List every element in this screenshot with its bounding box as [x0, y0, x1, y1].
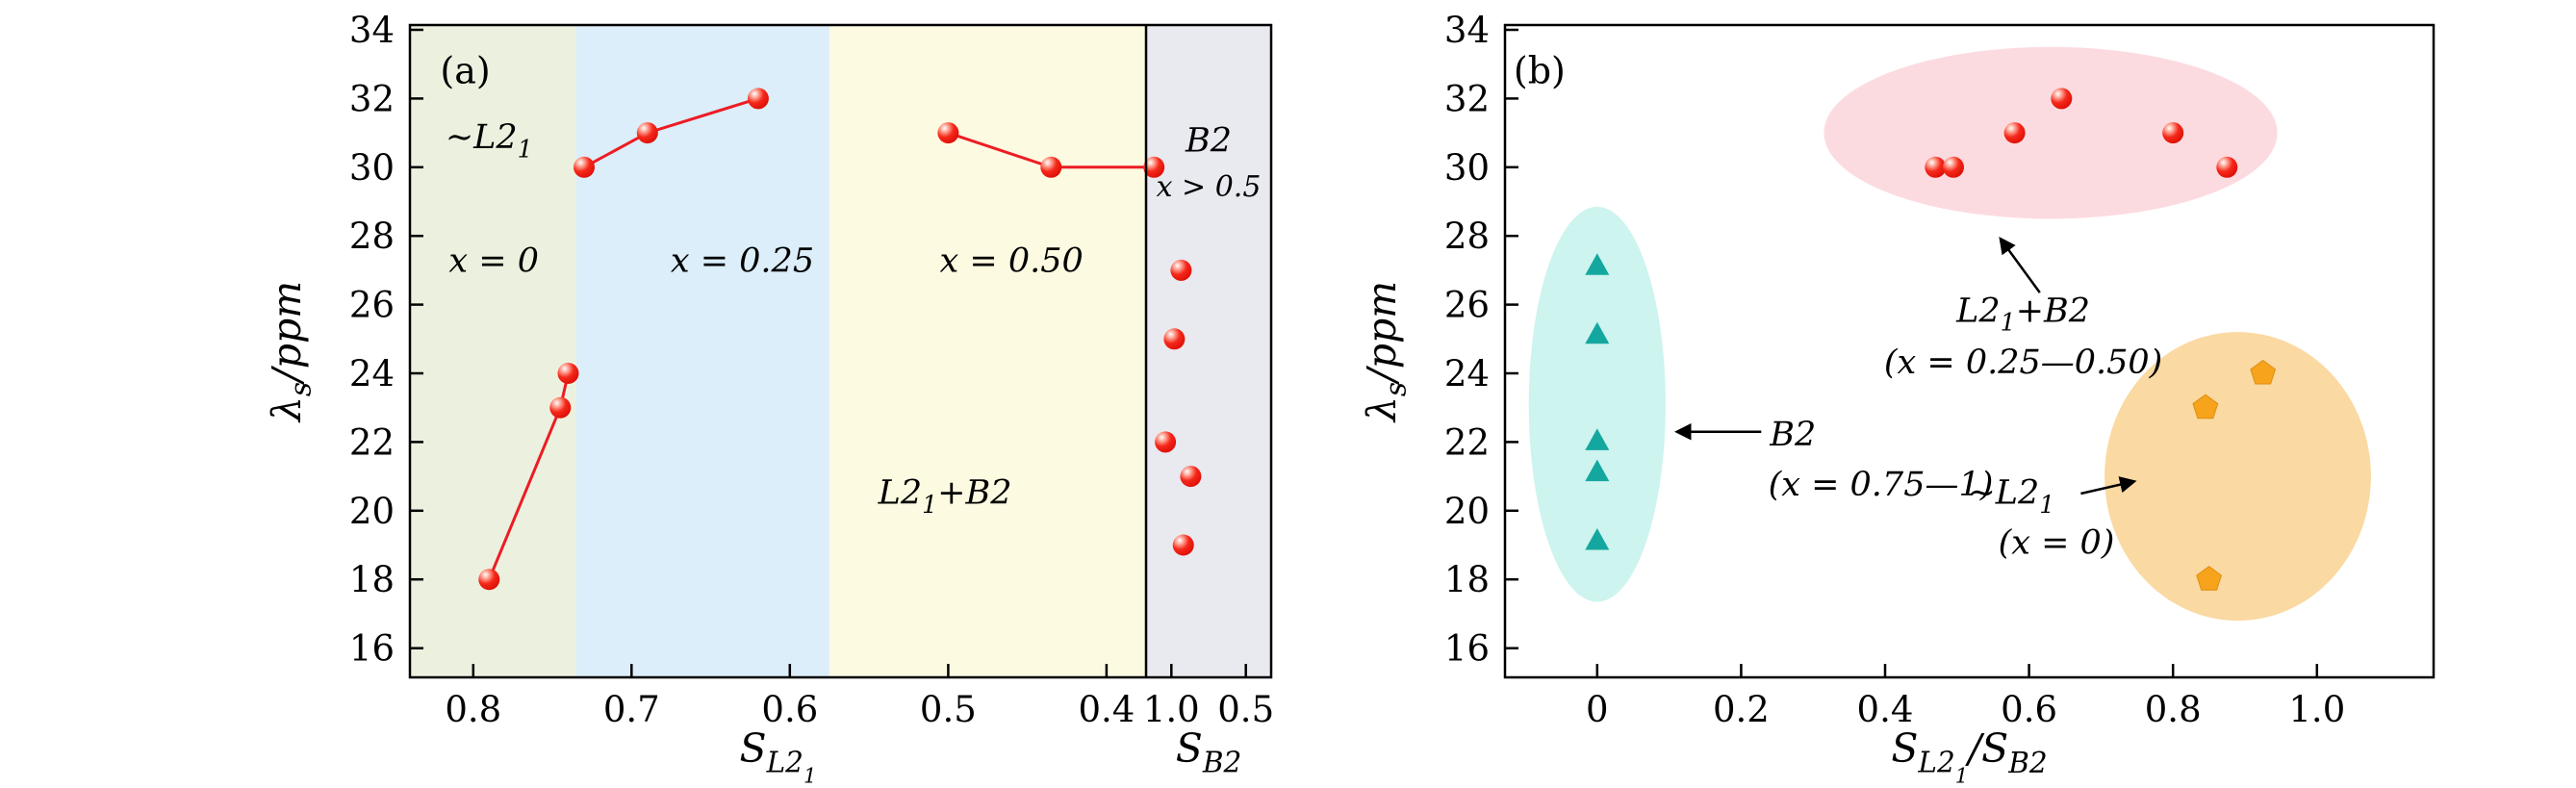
marker-sphere	[1163, 328, 1186, 350]
marker-sphere	[2051, 88, 2073, 110]
panel-a-letter: (a)	[440, 49, 490, 91]
callout-label: ∼L21	[1967, 474, 2054, 519]
y-tick-label: 32	[1444, 78, 1490, 119]
x-tick-label: 0.8	[2145, 689, 2202, 730]
annotation: x = 0.50	[940, 242, 1084, 281]
callout-label: B2	[1769, 416, 1816, 454]
marker-pentagon	[2196, 566, 2222, 591]
marker-sphere	[747, 88, 769, 110]
callout-label: (x = 0)	[1999, 523, 2115, 562]
y-tick-label: 22	[349, 421, 395, 463]
marker-sphere	[1155, 431, 1177, 453]
marker-pentagon	[2192, 394, 2219, 419]
x-tick-label: 0	[1586, 689, 1609, 730]
marker-sphere	[937, 122, 959, 144]
y-tick-label: 18	[349, 559, 395, 600]
panel-b-letter: (b)	[1514, 49, 1566, 91]
annotation: B2	[1185, 122, 1232, 161]
annotation: x > 0.5	[1157, 170, 1262, 204]
marker-sphere	[2216, 156, 2238, 178]
marker-sphere	[1172, 534, 1194, 556]
marker-sphere	[1943, 156, 1964, 178]
marker-sphere	[2003, 122, 2026, 144]
y-tick-label: 34	[1444, 10, 1490, 51]
marker-triangle	[1585, 459, 1610, 482]
y-tick-label: 16	[349, 628, 395, 670]
annotation: x = 0.25	[671, 242, 814, 281]
y-tick-label: 26	[1444, 285, 1490, 326]
callout-arrow	[1999, 236, 2041, 293]
marker-sphere	[1040, 156, 1062, 178]
x-tick-label: 0.4	[1857, 689, 1914, 730]
y-tick-label: 22	[1444, 421, 1490, 463]
marker-triangle	[1585, 528, 1610, 550]
y-tick-label: 28	[349, 216, 395, 257]
x-tick-label: 0.4	[1078, 689, 1135, 730]
group-ellipse	[1824, 46, 2278, 219]
x-axis-title-sub: SB2	[1176, 725, 1242, 779]
y-tick-label: 20	[349, 491, 395, 532]
marker-sphere	[1180, 466, 1202, 488]
marker-sphere	[549, 396, 572, 419]
plot-frame-b	[1503, 23, 2436, 679]
x-tick-label: 1.0	[2288, 689, 2345, 730]
y-tick-label: 34	[349, 10, 395, 51]
y-tick-label: 30	[1444, 147, 1490, 189]
x-tick-label: 0.2	[1713, 689, 1770, 730]
callout-label: L21+B2	[1955, 292, 2090, 336]
y-axis-title-a: λs/ppm	[264, 281, 318, 423]
marker-sphere	[557, 363, 579, 384]
y-tick-label: 30	[349, 147, 395, 189]
x-axis-title-a: SL21	[739, 725, 816, 788]
phase-region-B2	[1146, 25, 1271, 677]
group-ellipse	[2104, 332, 2371, 622]
y-tick-label: 26	[349, 285, 395, 326]
x-tick-label: 0.6	[2001, 689, 2057, 730]
annotation: x = 0	[448, 242, 539, 281]
marker-sphere	[2162, 122, 2184, 144]
marker-sphere	[574, 156, 595, 178]
callout-label: (x = 0.25—0.50)	[1884, 343, 2163, 382]
marker-triangle	[1585, 253, 1610, 275]
annotation: ∼L21	[446, 118, 533, 163]
marker-sphere	[1170, 259, 1192, 281]
marker-sphere	[1143, 156, 1165, 178]
x-tick-label: 0.7	[603, 689, 660, 730]
panel-a: 0.8 0.7 0.6 0.5 0.4 1.0 0.5 16 18 20 22 24 26 28 30 32 3…	[264, 10, 1274, 788]
phase-region-mix-high	[829, 25, 1146, 677]
y-tick-label: 24	[349, 353, 395, 394]
group-ellipse	[1528, 206, 1666, 602]
x-tick-label: 1.0	[1143, 689, 1200, 730]
plot-frame-a	[408, 23, 1273, 679]
y-tick-label: 16	[1444, 628, 1490, 670]
y-tick-label: 24	[1444, 353, 1490, 394]
marker-sphere	[478, 569, 500, 591]
panel-b: 0 0.2 0.4 0.6 0.8 1.0 16 18 20 22 24 26 28 30 32 34 (b) L…	[1359, 10, 2436, 788]
marker-sphere	[1925, 156, 1947, 178]
x-tick-label: 0.8	[445, 689, 501, 730]
x-axis-title-b: SL21/SB2	[1891, 725, 2047, 788]
y-tick-label: 18	[1444, 559, 1490, 600]
y-tick-label: 32	[349, 78, 395, 119]
y-tick-label: 28	[1444, 216, 1490, 257]
callout-arrow	[2080, 476, 2137, 496]
marker-pentagon	[2250, 359, 2277, 385]
x-tick-label: 0.5	[1217, 689, 1274, 730]
phase-region-mix-low	[575, 25, 829, 677]
marker-triangle	[1585, 428, 1610, 450]
marker-triangle	[1585, 321, 1610, 344]
x-tick-label: 0.6	[761, 689, 818, 730]
x-tick-label: 0.5	[920, 689, 977, 730]
annotation: L21+B2	[878, 474, 1012, 519]
y-axis-title-b: λs/ppm	[1359, 281, 1413, 423]
callout-label: (x = 0.75—1)	[1769, 466, 1994, 504]
y-tick-label: 20	[1444, 491, 1490, 532]
marker-sphere	[636, 122, 658, 144]
